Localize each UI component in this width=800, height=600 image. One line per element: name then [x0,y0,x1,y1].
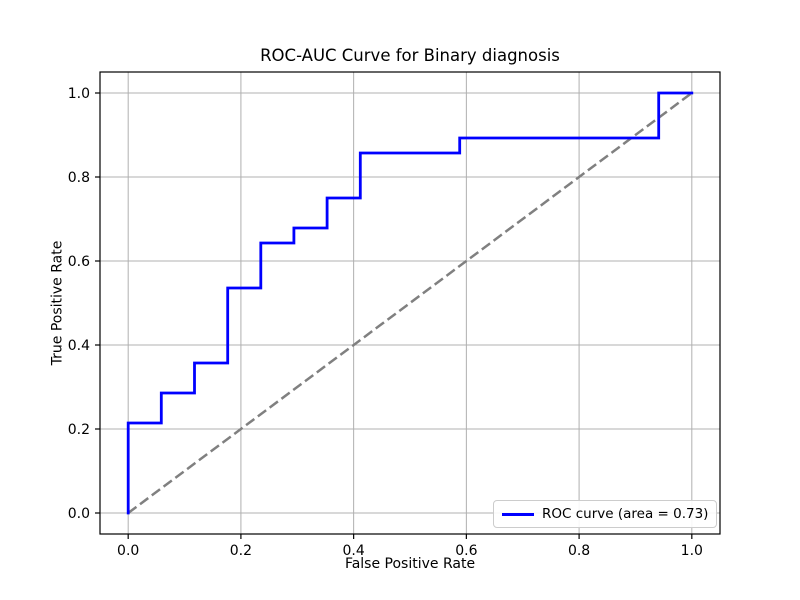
chance-diagonal-line [127,91,693,515]
x-tick-label: 0.8 [568,543,590,559]
y-axis-label: True Positive Rate [49,240,65,366]
x-tick-label: 1.0 [681,543,703,559]
y-tick-label: 0.4 [68,338,90,354]
x-tick-label: 0.4 [343,543,365,559]
legend-roc-label: ROC curve (area = 0.73) [542,506,709,522]
legend-roc-line-sample [502,512,534,516]
x-tick-label: 0.6 [455,543,477,559]
y-tick-label: 0.0 [68,506,90,522]
y-tick-label: 1.0 [68,86,90,102]
chart-title: ROC-AUC Curve for Binary diagnosis [260,46,560,65]
x-tick-label: 0.2 [230,543,252,559]
legend: ROC curve (area = 0.73) [493,500,718,528]
axes-spines [99,71,721,535]
y-tick-label: 0.2 [68,422,90,438]
y-tick-label: 0.6 [68,254,90,270]
y-tick-label: 0.8 [68,170,90,186]
x-axis-label: False Positive Rate [344,556,476,572]
x-tick-label: 0.0 [117,543,139,559]
roc-curve-line [126,91,694,515]
